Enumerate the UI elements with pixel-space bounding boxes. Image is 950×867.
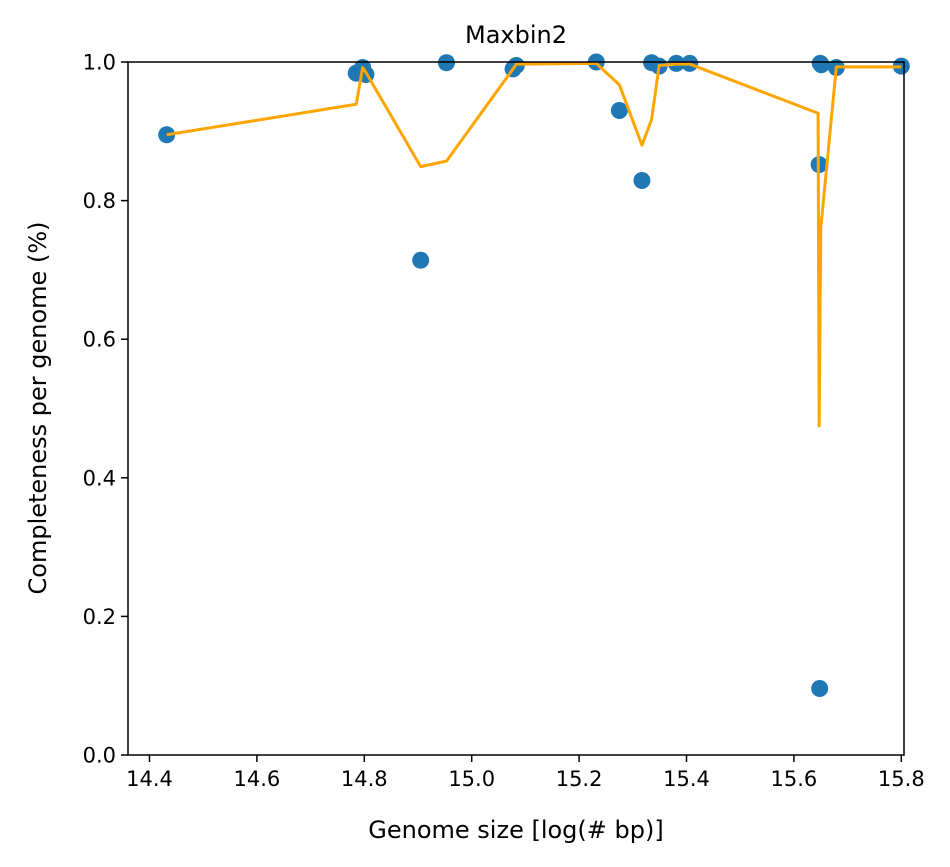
scatter-point-9 xyxy=(610,102,628,120)
x-tick-label-7: 15.8 xyxy=(878,767,925,791)
chart-title: Maxbin2 xyxy=(465,21,567,49)
x-tick-label-2: 14.8 xyxy=(341,767,388,791)
y-tick-label-2: 0.4 xyxy=(83,466,116,490)
x-tick-label-3: 15.0 xyxy=(448,767,495,791)
x-tick-label-4: 15.2 xyxy=(556,767,603,791)
scatter-point-0 xyxy=(158,126,176,144)
y-tick-label-3: 0.6 xyxy=(83,328,116,352)
scatter-point-4 xyxy=(412,251,430,269)
y-tick-label-5: 1.0 xyxy=(83,51,116,75)
x-tick-label-0: 14.4 xyxy=(126,767,173,791)
x-axis-label: Genome size [log(# bp)] xyxy=(368,816,663,844)
scatter-point-10 xyxy=(633,172,651,190)
plot-frame xyxy=(127,61,905,756)
y-tick-label-0: 0.0 xyxy=(83,744,116,768)
trend-line xyxy=(166,61,902,428)
axes: 14.4 14.6 14.8 15.0 15.2 15.4 15.6 15.8 0.0 0.2 0.… xyxy=(83,51,925,792)
y-axis-label: Completeness per genome (%) xyxy=(24,222,52,595)
y-tick-label-4: 0.8 xyxy=(83,189,116,213)
y-tick-label-1: 0.2 xyxy=(83,605,116,629)
x-tick-label-1: 14.6 xyxy=(234,767,281,791)
x-tick-label-5: 15.4 xyxy=(663,767,710,791)
scatter-point-18 xyxy=(811,679,829,697)
x-tick-label-6: 15.6 xyxy=(771,767,818,791)
scatter-point-17 xyxy=(812,56,830,74)
